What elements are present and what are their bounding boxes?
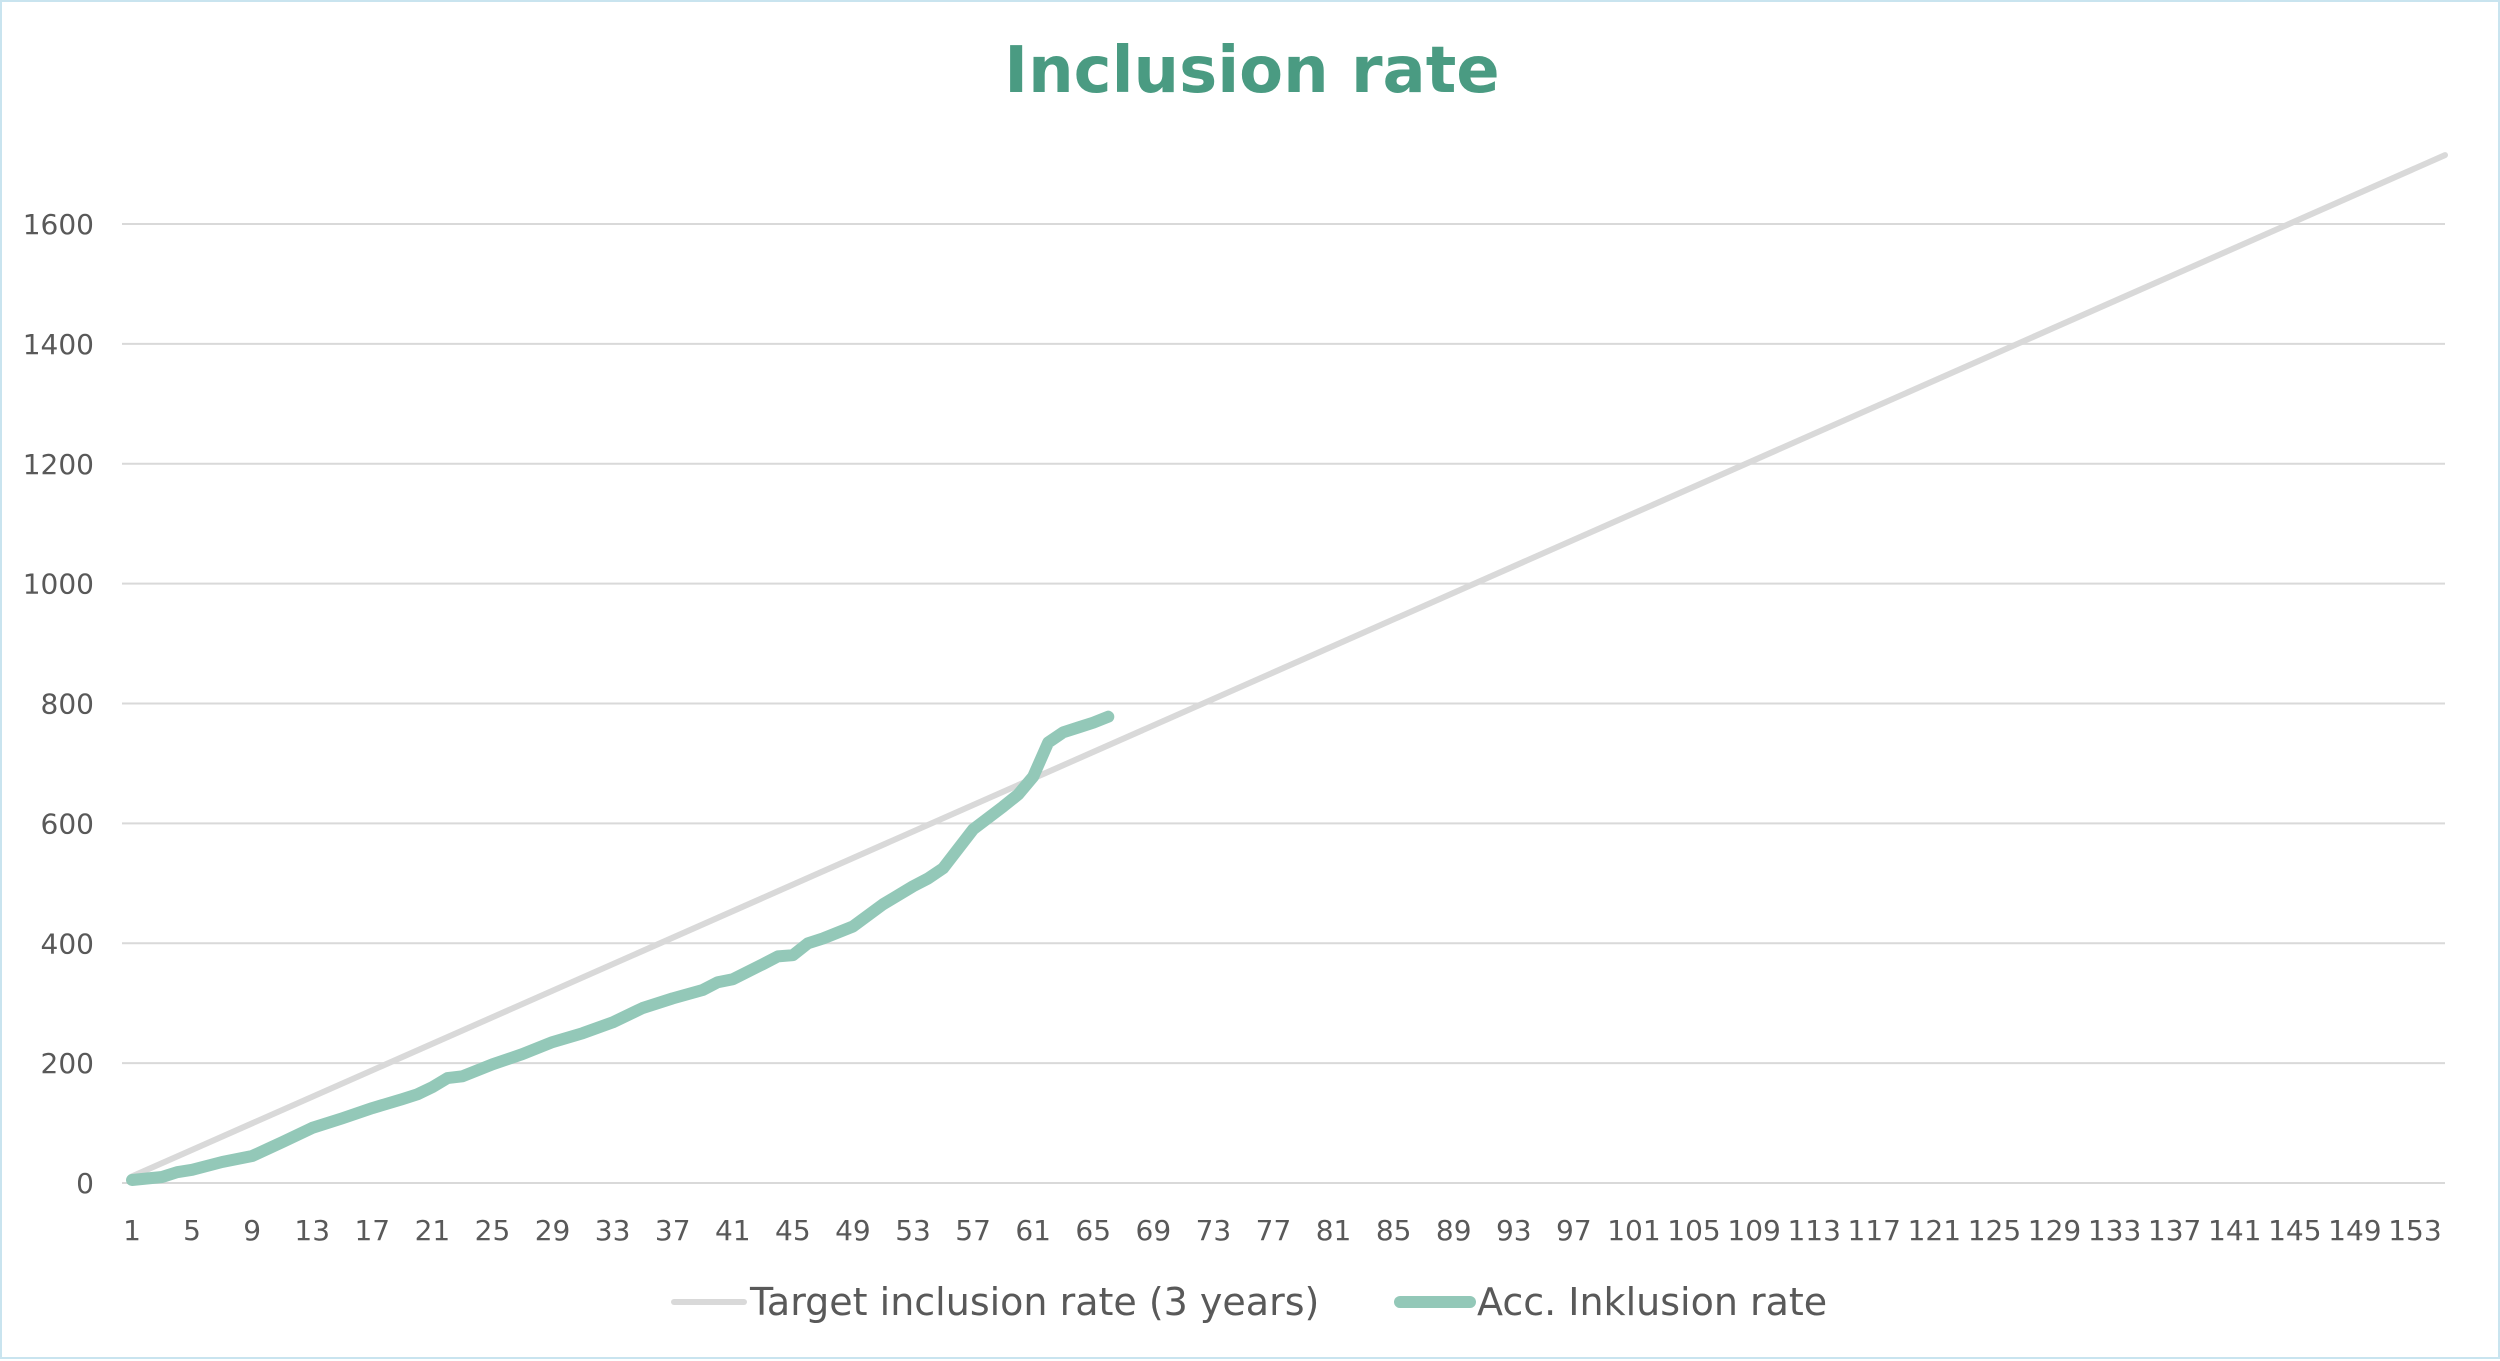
x-tick-label: 37 xyxy=(655,1214,691,1247)
x-tick-label: 25 xyxy=(475,1214,511,1247)
x-tick-label: 73 xyxy=(1196,1214,1232,1247)
y-tick-label: 1600 xyxy=(23,208,94,241)
legend: Target inclusion rate (3 years) Acc. Inkl… xyxy=(671,1280,1827,1324)
x-tick-label: 77 xyxy=(1256,1214,1292,1247)
x-tick-label: 97 xyxy=(1556,1214,1592,1247)
x-tick-label: 45 xyxy=(775,1214,811,1247)
x-tick-label: 9 xyxy=(243,1214,261,1247)
x-tick-label: 109 xyxy=(1727,1214,1780,1247)
x-tick-label: 129 xyxy=(2028,1214,2081,1247)
x-tick-label: 13 xyxy=(294,1214,330,1247)
y-tick-label: 200 xyxy=(41,1047,94,1080)
x-tick-label: 5 xyxy=(183,1214,201,1247)
series-accumulated-line xyxy=(126,710,1115,1186)
x-tick-label: 105 xyxy=(1667,1214,1720,1247)
y-tick-label: 1200 xyxy=(23,448,94,481)
x-tick-label: 117 xyxy=(1848,1214,1901,1247)
x-tick-label: 69 xyxy=(1136,1214,1172,1247)
x-tick-label: 53 xyxy=(895,1214,931,1247)
y-tick-label: 1400 xyxy=(23,328,94,361)
x-tick-label: 137 xyxy=(2148,1214,2201,1247)
x-tick-label: 33 xyxy=(595,1214,631,1247)
x-tick-label: 133 xyxy=(2088,1214,2141,1247)
x-tick-label: 125 xyxy=(1968,1214,2021,1247)
x-axis-tick-labels: 1 5 9 13 17 21 25 29 33 37 41 45 49 53 57 61 65 69 73 77 81 8… xyxy=(123,1214,2442,1247)
x-tick-label: 149 xyxy=(2328,1214,2381,1247)
legend-label: Acc. Inklusion rate xyxy=(1477,1280,1827,1324)
x-tick-label: 89 xyxy=(1436,1214,1472,1247)
x-tick-label: 101 xyxy=(1607,1214,1660,1247)
x-tick-label: 93 xyxy=(1496,1214,1532,1247)
x-tick-label: 57 xyxy=(955,1214,991,1247)
y-tick-label: 600 xyxy=(41,807,94,840)
x-tick-label: 49 xyxy=(835,1214,871,1247)
series-lines xyxy=(126,152,2448,1186)
chart-title: Inclusion rate xyxy=(1004,34,1499,108)
x-tick-label: 141 xyxy=(2208,1214,2261,1247)
x-tick-label: 113 xyxy=(1787,1214,1840,1247)
y-tick-label: 0 xyxy=(76,1167,94,1200)
x-tick-label: 145 xyxy=(2268,1214,2321,1247)
x-tick-label: 61 xyxy=(1015,1214,1051,1247)
series-target-line xyxy=(129,152,2448,1180)
x-tick-label: 17 xyxy=(354,1214,390,1247)
y-tick-label: 400 xyxy=(41,927,94,960)
x-tick-label: 41 xyxy=(715,1214,751,1247)
x-tick-label: 1 xyxy=(123,1214,141,1247)
y-tick-label: 1000 xyxy=(23,568,94,601)
x-tick-label: 153 xyxy=(2388,1214,2441,1247)
legend-label: Target inclusion rate (3 years) xyxy=(749,1280,1319,1324)
x-tick-label: 85 xyxy=(1376,1214,1412,1247)
y-tick-label: 800 xyxy=(41,688,94,721)
y-axis-tick-labels: 0 200 400 600 800 1000 1200 1400 1600 xyxy=(23,208,94,1200)
x-tick-label: 65 xyxy=(1075,1214,1111,1247)
gridlines xyxy=(122,223,2445,1184)
x-tick-label: 81 xyxy=(1316,1214,1352,1247)
x-tick-label: 29 xyxy=(535,1214,571,1247)
x-tick-label: 21 xyxy=(415,1214,451,1247)
x-tick-label: 121 xyxy=(1908,1214,1961,1247)
